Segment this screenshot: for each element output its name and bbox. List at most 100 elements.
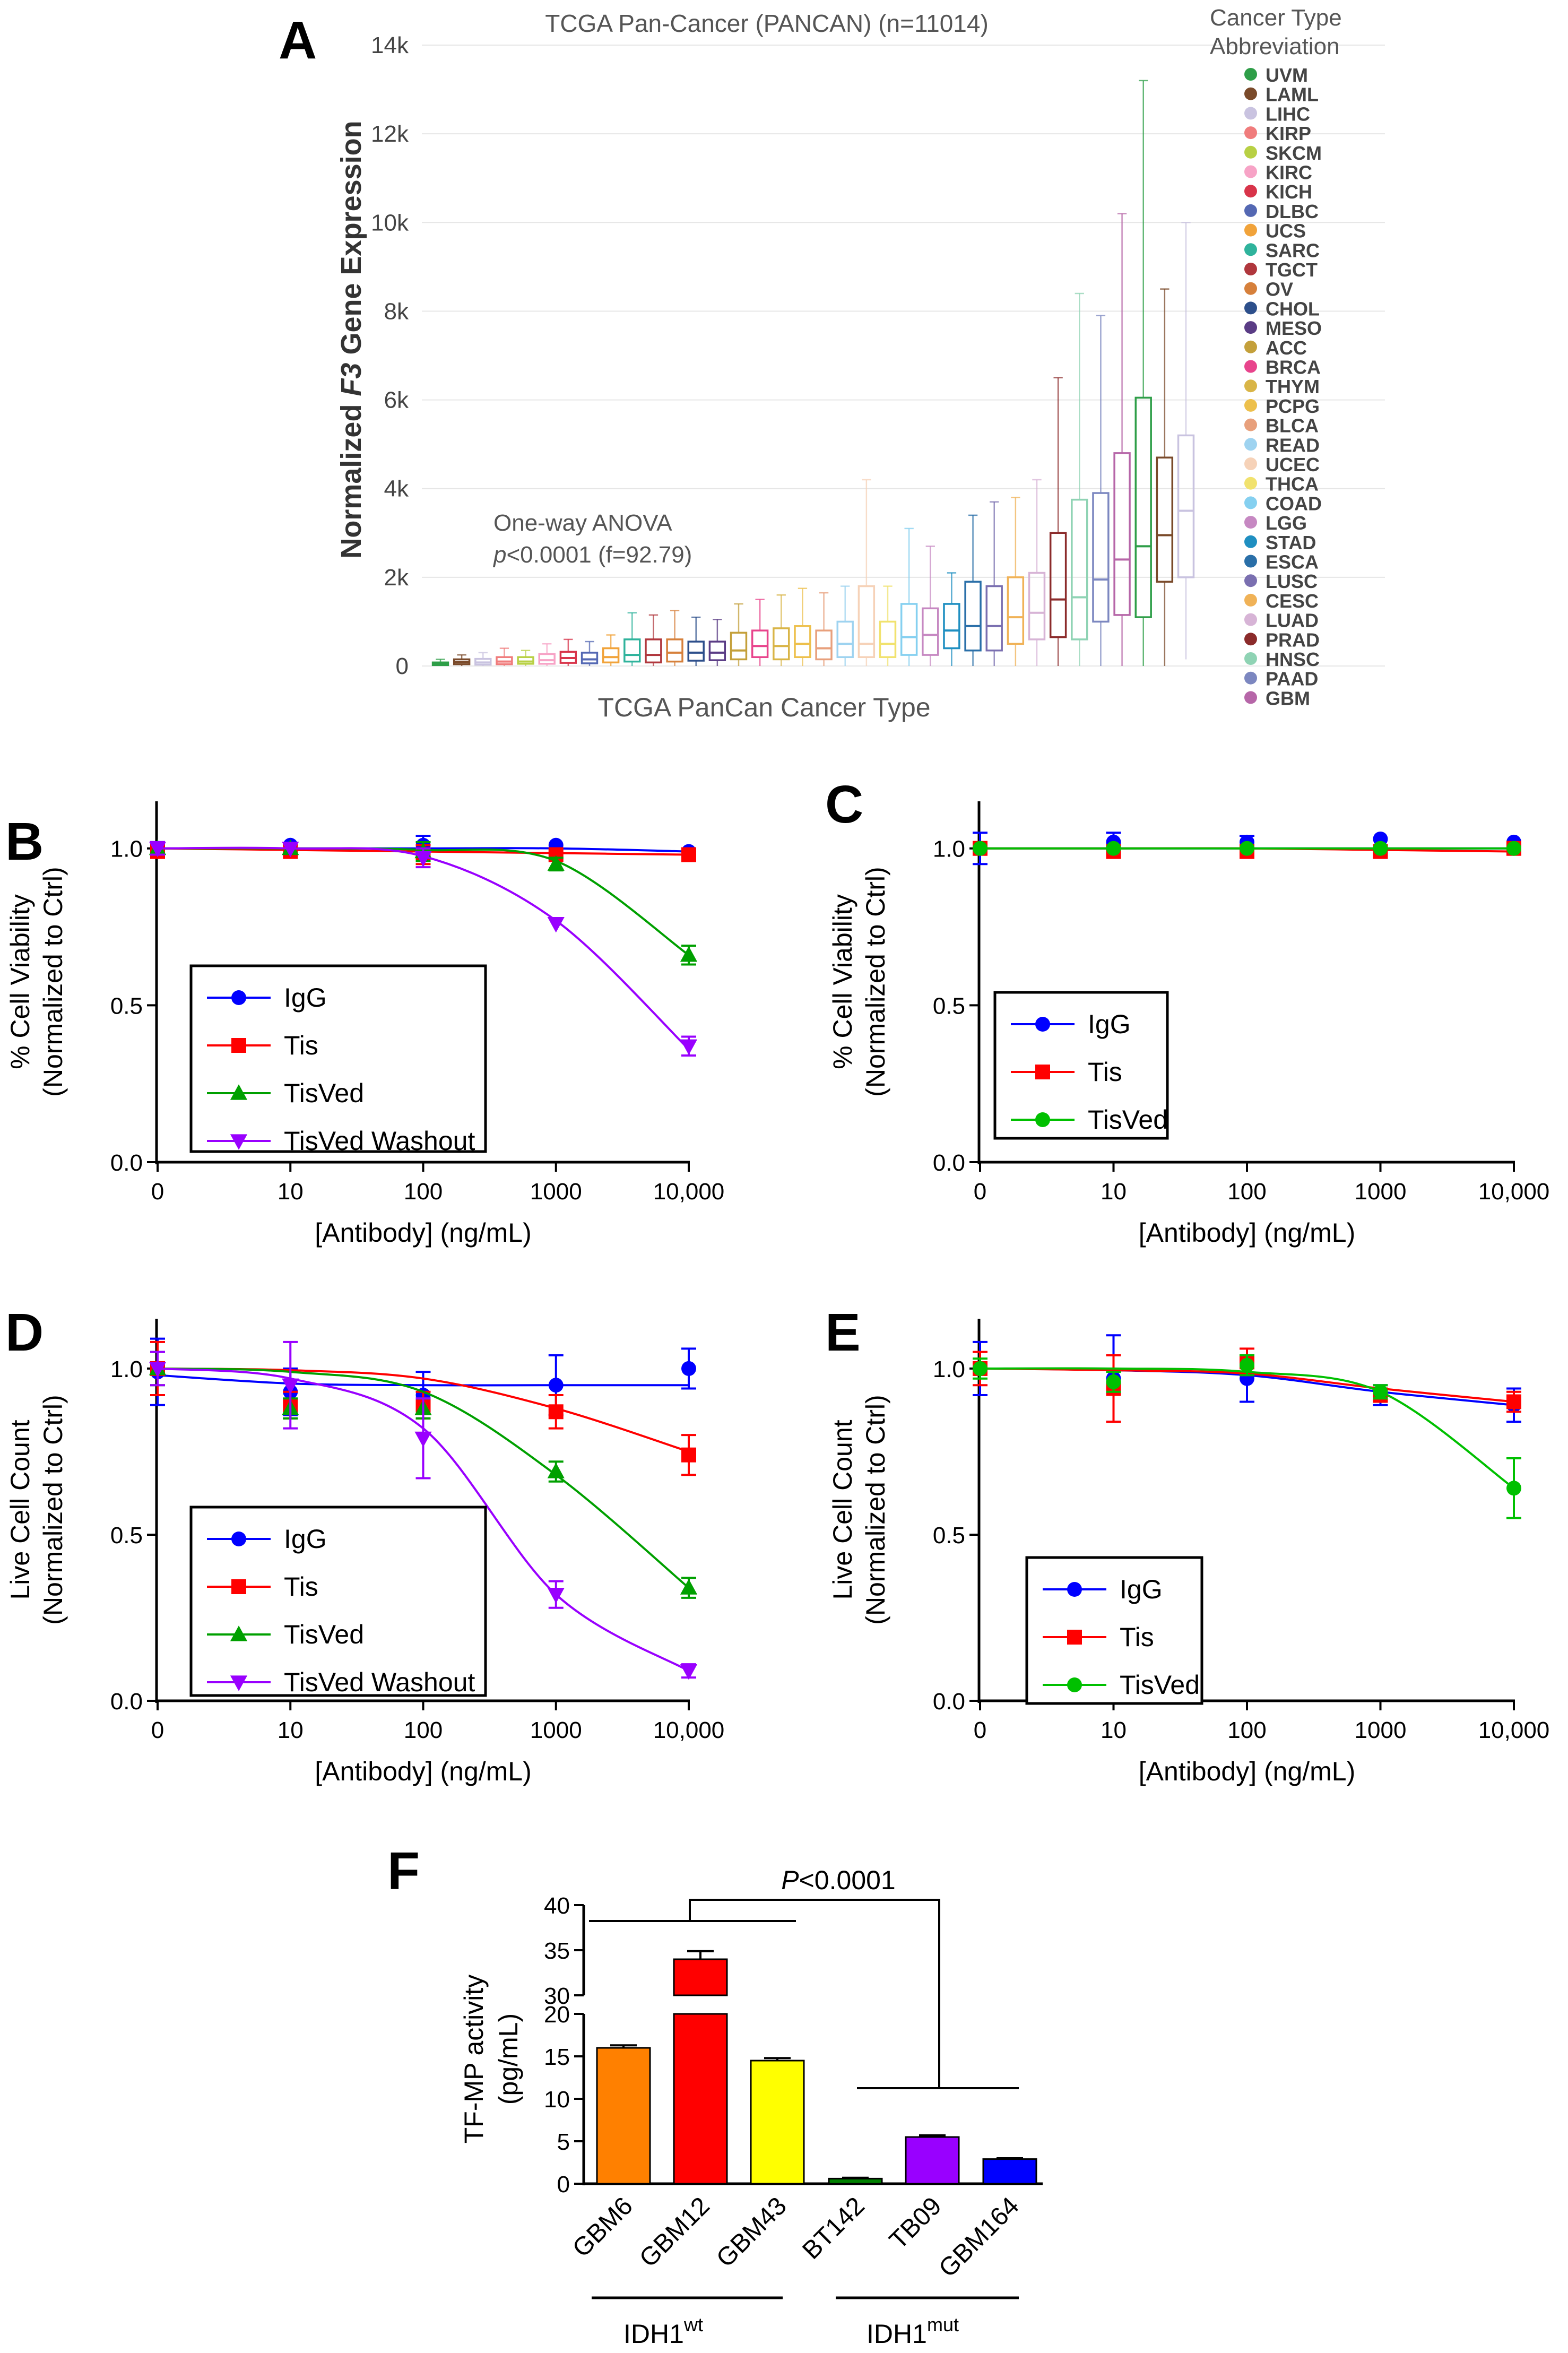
panel-a-box (794, 587, 811, 666)
panel-a-box (581, 641, 599, 666)
x-tick-label: 10 (1101, 1179, 1127, 1205)
panel-a-box-iqr (1134, 396, 1152, 618)
y-axis-label-1: % Cell Viability (5, 894, 35, 1069)
panel-a-legend-label: LIHC (1266, 103, 1310, 125)
data-point (1106, 1374, 1121, 1389)
x-tick-label: 0 (151, 1717, 164, 1743)
panel-a-box-iqr (687, 641, 705, 662)
panel-a-box-iqr (708, 641, 726, 661)
panel-a-y-tick-label: 6k (384, 387, 409, 413)
panel-a-box (943, 572, 960, 666)
panel-a-legend-label: LUAD (1266, 610, 1319, 631)
panel-a-legend-swatch (1244, 282, 1257, 295)
panel-a-box-iqr (1177, 434, 1195, 578)
bar-bt142: BT142 (797, 2176, 883, 2265)
panel-a-legend-label: ESCA (1266, 551, 1319, 573)
panel-a-box (985, 501, 1003, 666)
y-tick-label: 0.5 (933, 993, 965, 1019)
data-point (547, 855, 565, 871)
legend-marker (1067, 1582, 1082, 1597)
panel-a-legend-label: MESO (1266, 317, 1322, 339)
panel-a-box (815, 592, 833, 666)
data-point (1506, 841, 1521, 856)
y-tick-label: 0.0 (110, 1689, 143, 1715)
y-tick-label: 1.0 (110, 836, 143, 862)
panel-a-legend-swatch (1244, 68, 1257, 81)
panel-a-legend-swatch (1244, 418, 1257, 431)
panel-a-legend-swatch (1244, 165, 1257, 178)
panel-f-group-wt: IDH1wt (623, 2314, 703, 2349)
data-point (680, 1579, 698, 1595)
legend-marker (1035, 1065, 1050, 1079)
panel-a-box (1092, 315, 1110, 666)
x-tick-label: 0 (974, 1717, 986, 1743)
panel-a-box-iqr (1092, 492, 1110, 623)
x-tick-label: 10 (278, 1179, 304, 1205)
panel-a-legend-label: STAD (1266, 532, 1316, 553)
legend-marker (231, 1579, 246, 1594)
panel-a-box (474, 652, 492, 666)
legend-marker (230, 1625, 248, 1641)
panel-a-legend-label: LGG (1266, 512, 1307, 534)
panel-c: C (825, 775, 863, 834)
data-point (681, 847, 696, 862)
panel-a-legend-label: PCPG (1266, 395, 1320, 417)
panel-a-legend-swatch (1244, 204, 1257, 217)
panel-a-legend-swatch (1244, 633, 1257, 646)
panel-a-y-tick-label: 10k (371, 210, 409, 236)
fit-curve (157, 846, 690, 1050)
x-tick-label: GBM12 (634, 2192, 715, 2273)
legend-label: TisVed Washout (284, 1667, 475, 1697)
panel-a-legend-label: BLCA (1266, 415, 1319, 437)
panel-a-legend-swatch (1244, 477, 1257, 490)
bar (905, 2136, 960, 2185)
panel-a-legend-swatch (1244, 321, 1257, 334)
x-tick-label: 10,000 (653, 1717, 725, 1743)
legend-label: IgG (284, 983, 327, 1013)
panel-a-legend-label: OV (1266, 279, 1293, 300)
y-axis-label-2: (Normalized to Ctrl) (38, 867, 68, 1096)
panel-a-box (453, 654, 471, 666)
panel-a-box-iqr (666, 638, 683, 663)
panel-c-plot: 0.0 0.5 1.0 0 10 100 1000 10,000 [Antibody] (ng/… (828, 801, 1549, 1248)
y-axis-label-1: Live Cell Count (5, 1420, 35, 1599)
data-point (414, 851, 432, 867)
legend-label: Tis (1120, 1622, 1154, 1652)
panel-a-boxes (431, 80, 1195, 667)
panel-a-box (1156, 288, 1174, 666)
legend-label: IgG (284, 1524, 327, 1554)
panel-f-p-value: P<0.0001 (781, 1865, 896, 1895)
legend-box (189, 964, 487, 1153)
x-axis-label: [Antibody] (ng/mL) (315, 1757, 532, 1786)
legend-label: TisVed (284, 1078, 364, 1108)
y-axis-label-1: Live Cell Count (828, 1420, 857, 1599)
panel-a-legend-swatch (1244, 535, 1257, 548)
panel-a-box-iqr (879, 620, 897, 659)
panel-a-box (922, 546, 939, 666)
panel-f-y-label-1: TF-MP activity (459, 1975, 489, 2144)
x-tick-label: GBM164 (933, 2192, 1024, 2282)
panel-a-legend-label: SKCM (1266, 142, 1322, 164)
panel-a-box (602, 634, 620, 666)
x-tick-label: 10,000 (653, 1179, 725, 1205)
panel-b-letter: B (5, 812, 44, 871)
y-tick-label: 0.0 (110, 1150, 143, 1176)
panel-a-box-iqr (1049, 532, 1067, 638)
panel-a-legend-label: UCS (1266, 220, 1306, 242)
panel-a-legend-label: ACC (1266, 337, 1307, 359)
panel-a-box-iqr (1007, 576, 1025, 645)
panel-a-box (559, 638, 577, 666)
panel-a-legend-swatch (1244, 516, 1257, 529)
panel-a-legend-label: LUSC (1266, 570, 1318, 592)
panel-a-box-iqr (922, 607, 939, 656)
y-tick-label: 35 (544, 1938, 570, 1964)
fit-curve (157, 1367, 690, 1589)
panel-a-legend-label: KICH (1266, 181, 1312, 203)
panel-a-box-iqr (900, 603, 918, 656)
x-tick-label: 100 (404, 1179, 443, 1205)
panel-a-box (1028, 479, 1046, 666)
panel-a-box (1134, 80, 1152, 666)
bar-upper (673, 1958, 728, 1996)
panel-a-legend-label: GBM (1266, 687, 1310, 709)
legend-label: IgG (1088, 1009, 1131, 1039)
